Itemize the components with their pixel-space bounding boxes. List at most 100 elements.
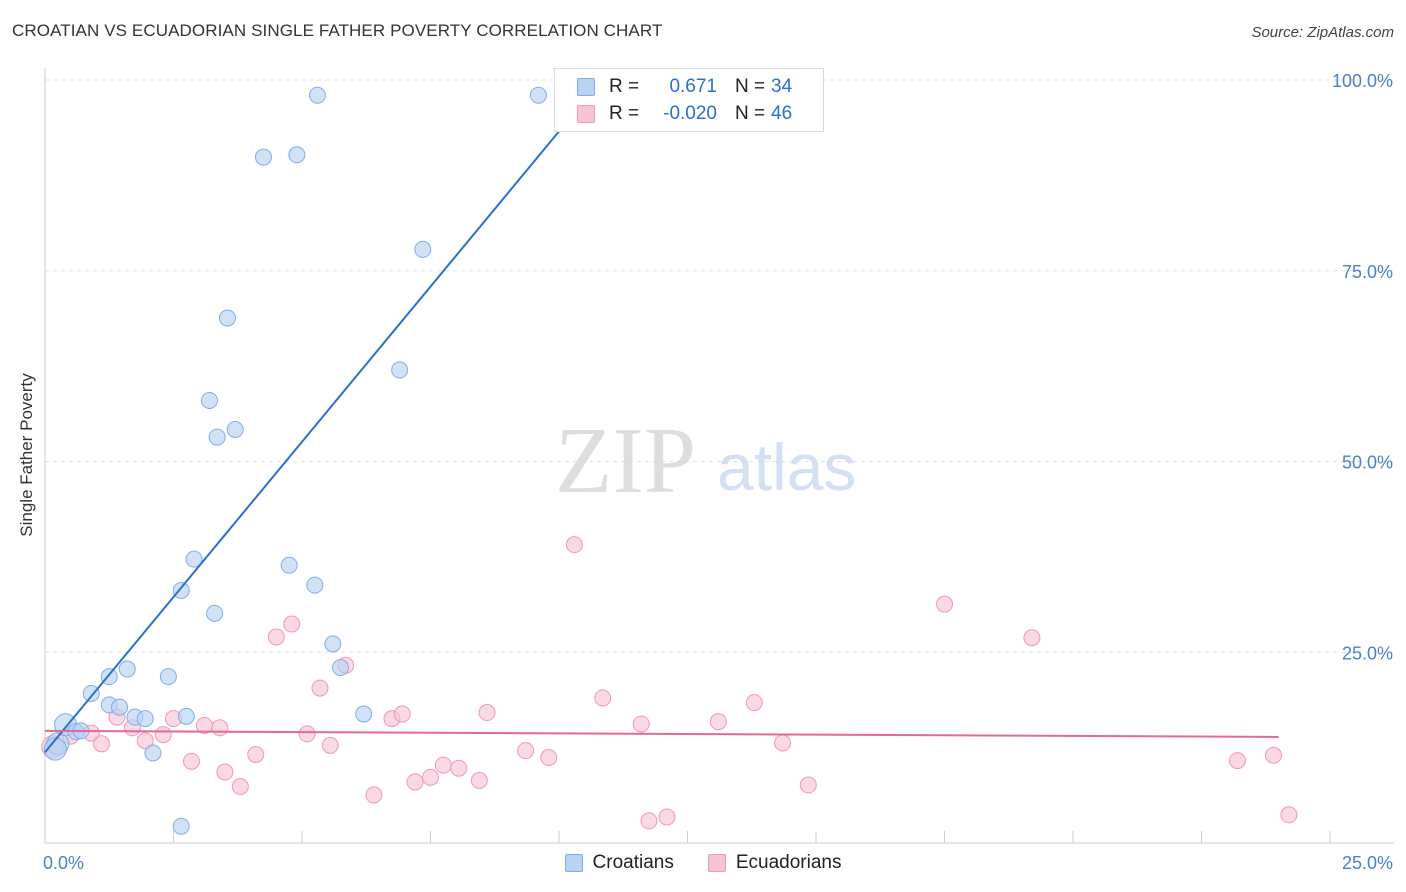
r-label: R = — [609, 103, 640, 124]
legend-row-ecuadorians: R = -0.020 N = 46 — [577, 102, 792, 126]
ecuadorians-point — [406, 773, 424, 791]
x-tick-label: 0.0% — [43, 853, 84, 873]
croatians-point — [414, 240, 432, 258]
croatians-point — [159, 668, 177, 686]
ecuadorians-point — [321, 736, 339, 754]
croatians-point — [308, 86, 326, 104]
ecuadorians-point — [211, 719, 229, 737]
ecuadorians-point — [709, 713, 727, 731]
croatians-point — [118, 660, 136, 678]
series-legend: Croatians Ecuadorians — [0, 852, 1406, 874]
n-label: N = — [735, 103, 766, 124]
croatians-point — [288, 146, 306, 164]
x-tick-label: 25.0% — [1342, 853, 1393, 873]
trend-lines — [44, 115, 1279, 753]
y-tick-label: 25.0% — [1342, 643, 1393, 663]
ecuadorians-point — [393, 705, 411, 723]
ecuadorians-point — [216, 763, 234, 781]
y-tick-label: 50.0% — [1342, 453, 1393, 473]
r-value: 0.671 — [669, 76, 717, 97]
ecuadorians-point — [154, 726, 172, 744]
tick-labels: 25.0% 50.0% 75.0% 100.0% 0.0% 25.0% — [43, 71, 1393, 873]
croatians-point — [254, 148, 272, 166]
ecuadorians-point — [540, 749, 558, 767]
croatians-point — [208, 428, 226, 446]
croatians-swatch — [577, 78, 595, 96]
ecuadorians-point — [1228, 752, 1246, 770]
ecuadorians-point — [640, 812, 658, 830]
croatians-point — [144, 744, 162, 762]
grid-lines — [45, 79, 1394, 653]
ecuadorians-point — [594, 689, 612, 707]
ecuadorians-swatch — [577, 105, 595, 123]
ecuadorians-point — [298, 725, 316, 743]
ecuadorians-point — [936, 595, 953, 613]
ecuadorians-point — [182, 752, 200, 770]
ecuadorians-point — [565, 536, 583, 554]
croatians-point — [529, 86, 547, 104]
r-label: R = — [609, 76, 640, 97]
croatians-point — [82, 684, 100, 702]
ecuadorians-swatch — [707, 854, 726, 872]
ecuadorians-point — [267, 628, 285, 646]
y-tick-label: 100.0% — [1332, 71, 1393, 91]
ecuadorians-point — [478, 704, 496, 722]
watermark-atlas: atlas — [717, 430, 856, 504]
ecuadorians-point — [745, 694, 763, 712]
legend-item-ecuadorians: Ecuadorians — [707, 852, 842, 874]
legend-label-ecuadorians: Ecuadorians — [735, 852, 842, 873]
legend-label-croatians: Croatians — [592, 852, 674, 873]
ecuadorians-point — [231, 778, 249, 796]
croatians-point — [185, 550, 203, 568]
n-value: 34 — [771, 76, 793, 97]
ecuadorians-point — [365, 786, 383, 804]
ecuadorians-point — [658, 808, 676, 826]
ecuadorians-point — [450, 759, 468, 777]
croatians-point — [306, 576, 324, 594]
croatians-point — [280, 556, 298, 574]
croatians-point — [206, 604, 224, 622]
croatians-point — [111, 698, 129, 716]
croatians-point — [332, 659, 350, 677]
croatians-point — [43, 737, 67, 761]
ecuadorians-point — [1264, 746, 1282, 764]
axes — [44, 68, 1394, 844]
croatians-point — [355, 705, 373, 723]
croatians-point — [324, 635, 342, 653]
n-label: N = — [735, 76, 766, 97]
ecuadorians-trend-line — [44, 729, 1279, 738]
ecuadorians-point — [136, 732, 154, 750]
chart-title: CROATIAN VS ECUADORIAN SINGLE FATHER POV… — [12, 21, 663, 40]
legend-row-croatians: R = 0.671 N = 34 — [577, 75, 792, 99]
ecuadorians-point — [434, 756, 452, 774]
ecuadorians-point — [422, 768, 439, 786]
ecuadorians-point — [774, 734, 792, 752]
croatians-point — [200, 391, 218, 409]
croatians-trend-line — [44, 115, 573, 753]
r-value: -0.020 — [663, 103, 717, 124]
croatians-point — [226, 420, 244, 438]
ecuadorians-point — [1023, 629, 1041, 647]
croatians-point — [177, 707, 195, 725]
croatians-point — [172, 817, 190, 835]
ecuadorians-point — [247, 745, 265, 763]
ecuadorians-point — [1280, 806, 1298, 824]
ecuadorians-point — [517, 742, 535, 760]
croatians-swatch — [564, 854, 583, 872]
data-points — [41, 86, 1298, 835]
croatians-point — [136, 710, 154, 728]
n-value: 46 — [771, 103, 793, 124]
croatians-point — [391, 361, 409, 379]
ecuadorians-point — [799, 776, 817, 794]
ecuadorians-point — [93, 735, 111, 753]
stats-legend: R = 0.671 N = 34 R = -0.020 N = 46 — [554, 68, 824, 132]
ecuadorians-point — [283, 615, 301, 633]
croatians-point — [172, 581, 190, 599]
watermark-zip: ZIP — [555, 409, 696, 513]
ecuadorians-point — [632, 715, 650, 733]
source-label: Source: ZipAtlas.com — [1251, 24, 1394, 41]
croatians-point — [218, 309, 236, 327]
y-tick-label: 75.0% — [1342, 262, 1393, 282]
ecuadorians-point — [311, 679, 329, 697]
